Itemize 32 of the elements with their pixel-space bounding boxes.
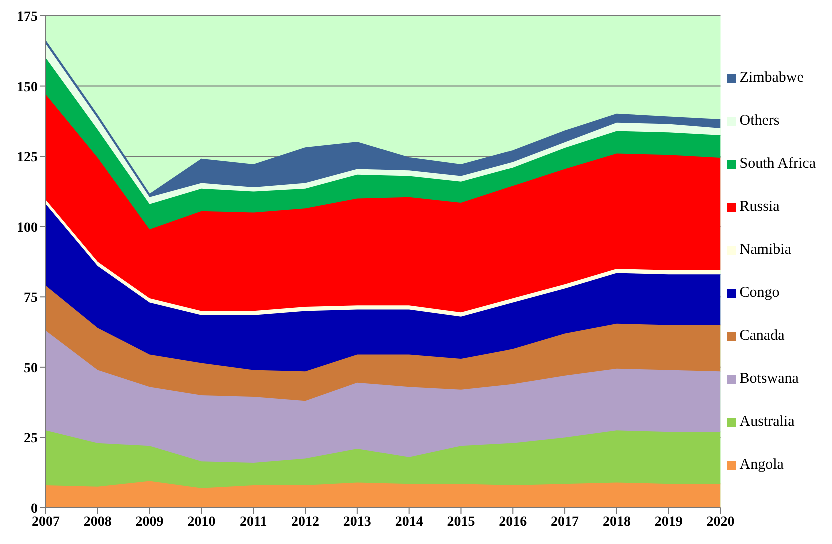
legend-label: Canada [740,328,785,345]
legend-label: Zimbabwe [740,70,804,87]
x-tick-label: 2011 [240,514,268,530]
legend-label: Angola [740,457,784,474]
x-tick-label: 2007 [32,514,60,530]
x-tick-label: 2013 [343,514,372,530]
x-tick-label: 2019 [654,514,683,530]
y-tick-label: 175 [17,10,38,25]
legend-label: Australia [740,414,795,431]
y-tick-label: 25 [24,432,38,447]
x-tick-label: 2010 [188,514,216,530]
x-tick-label: 2020 [706,514,735,530]
x-tick-label: 2012 [292,514,320,530]
x-tick-label: 2009 [136,514,164,530]
legend-label: Russia [740,199,780,216]
x-tick-label: 2016 [499,514,528,530]
legend-label: Others [740,113,780,130]
legend-label: South Africa [740,156,816,173]
y-tick-label: 150 [17,80,38,96]
x-tick-label: 2018 [602,514,631,530]
legend-label: Botswana [740,371,799,388]
y-tick-label: 0 [31,502,38,517]
y-tick-label: 125 [17,150,38,166]
y-tick-label: 75 [24,291,38,306]
legend-label: Namibia [740,242,792,259]
x-tick-label: 2014 [395,514,424,530]
x-tick-label: 2015 [447,514,476,530]
x-tick-label: 2017 [551,514,580,530]
y-tick-label: 100 [17,220,38,236]
y-tick-label: 50 [24,361,38,376]
x-tick-label: 2008 [84,514,112,530]
legend-label: Congo [740,285,780,302]
